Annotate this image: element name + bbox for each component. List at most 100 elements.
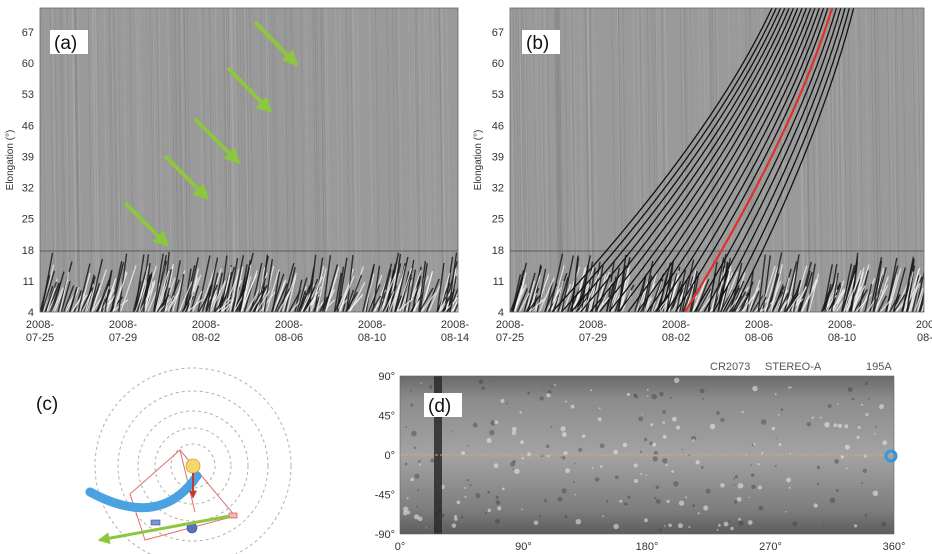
track-line	[703, 8, 842, 312]
x-tick-label: 2008-	[745, 319, 773, 331]
track-line	[665, 8, 825, 312]
map-spacecraft-label: STEREO-A	[765, 361, 822, 373]
field-of-view-line	[179, 449, 196, 513]
x-tick-label: 2008-	[192, 319, 220, 331]
orbit-circle	[170, 443, 216, 489]
track-line	[674, 8, 829, 312]
panel-b-label-box	[522, 30, 560, 54]
track-line	[580, 8, 786, 312]
x-tick-label: 08-	[917, 332, 932, 344]
panel-c-label: (c)	[36, 394, 58, 415]
track-line	[712, 8, 846, 312]
track-line	[693, 8, 838, 312]
y-tick-label: -45°	[375, 490, 395, 502]
x-tick-label: 0°	[395, 541, 406, 553]
y-tick-label: 4	[28, 307, 34, 319]
track-line	[551, 8, 773, 312]
panel-b-y-label: Elongation (°)	[473, 130, 484, 191]
y-tick-label: 18	[22, 245, 34, 257]
y-tick-label: -90°	[375, 529, 395, 541]
x-tick-label: 2008-	[662, 319, 690, 331]
x-tick-label: 270°	[759, 541, 782, 553]
y-tick-label: 39	[492, 151, 504, 163]
panel-d: (d) CR2073 STEREO-A 195A 90° 45° 0° -45° -90…	[375, 361, 906, 553]
panel-b-plot-area	[510, 8, 924, 312]
track-line	[627, 8, 808, 312]
x-tick-label: 08-10	[828, 332, 856, 344]
panel-a-texture	[40, 8, 458, 312]
map-wavelength-label: 195A	[866, 361, 892, 373]
orbit-circle	[137, 410, 249, 522]
x-tick-label: 2008-	[828, 319, 856, 331]
observer-direction-arrow	[97, 514, 231, 545]
y-tick-label: 67	[492, 27, 504, 39]
x-tick-label: 2008-	[275, 319, 303, 331]
y-tick-label: 11	[23, 276, 34, 288]
y-tick-label: 67	[22, 27, 34, 39]
track-line	[636, 8, 812, 312]
x-tick-label: 08-14	[441, 332, 469, 344]
track-line	[646, 8, 816, 312]
y-tick-label: 11	[493, 276, 504, 288]
panel-a-label-box	[50, 30, 88, 54]
x-tick-label: 360°	[883, 541, 906, 553]
y-tick-label: 25	[492, 214, 504, 226]
panel-a-arrows	[123, 20, 299, 248]
orbit-circle	[94, 367, 292, 554]
green-arrow-icon	[163, 154, 210, 201]
highlight-track	[684, 8, 834, 312]
y-tick-label: 46	[492, 120, 504, 132]
track-line	[608, 8, 799, 312]
x-tick-label: 08-02	[192, 332, 220, 344]
track-line	[598, 8, 795, 312]
x-tick-label: 2008-	[579, 319, 607, 331]
x-tick-label: 90°	[515, 541, 532, 553]
panel-b-x-ticks: 2008-07-252008-07-292008-08-022008-08-06…	[496, 319, 932, 344]
y-tick-label: 60	[492, 58, 504, 70]
y-tick-label: 18	[492, 245, 504, 257]
y-tick-label: 25	[22, 214, 34, 226]
green-arrow-icon	[123, 201, 170, 248]
x-tick-label: 07-29	[109, 332, 137, 344]
x-tick-label: 2008-	[496, 319, 524, 331]
panel-b-y-ticks: 67 60 53 46 39 32 25 18 11 4	[492, 27, 504, 319]
y-tick-label: 0°	[384, 450, 395, 462]
track-line	[570, 8, 782, 312]
green-arrow-icon	[193, 117, 241, 165]
track-line	[589, 8, 790, 312]
x-tick-label: 07-25	[26, 332, 54, 344]
orbit-circle	[117, 390, 269, 542]
panel-a-y-label: Elongation (°)	[5, 130, 16, 191]
track-line	[561, 8, 777, 312]
panel-a-label: (a)	[54, 33, 77, 54]
x-tick-label: 2008-	[26, 319, 54, 331]
y-tick-label: 4	[498, 307, 504, 319]
panel-b-tracks	[551, 8, 855, 312]
x-tick-label: 07-25	[496, 332, 524, 344]
y-tick-label: 46	[22, 120, 34, 132]
y-tick-label: 90°	[378, 371, 395, 383]
panel-a-x-ticks: 2008-07-252008-07-292008-08-022008-08-06…	[26, 319, 469, 344]
y-tick-label: 32	[492, 183, 504, 195]
x-tick-label: 2008-	[441, 319, 469, 331]
y-tick-label: 60	[22, 58, 34, 70]
green-arrow-icon	[226, 66, 273, 114]
panel-c: (c)	[36, 367, 292, 554]
panel-d-y-ticks: 90° 45° 0° -45° -90°	[375, 371, 395, 541]
panel-d-label-box	[424, 393, 462, 417]
y-tick-label: 32	[22, 183, 34, 195]
x-tick-label: 08-06	[745, 332, 773, 344]
track-line	[731, 8, 855, 312]
panel-b-label: (b)	[526, 33, 549, 54]
map-rotation-label: CR2073	[710, 361, 750, 373]
track-line	[655, 8, 820, 312]
y-tick-label: 39	[22, 151, 34, 163]
panel-a-plot-area	[40, 8, 458, 312]
panel-b-texture	[510, 8, 924, 312]
x-tick-label: 08-02	[662, 332, 690, 344]
solar-wind-stream	[85, 471, 202, 513]
orbit-circle	[154, 427, 232, 505]
x-tick-label: 08-10	[358, 332, 386, 344]
